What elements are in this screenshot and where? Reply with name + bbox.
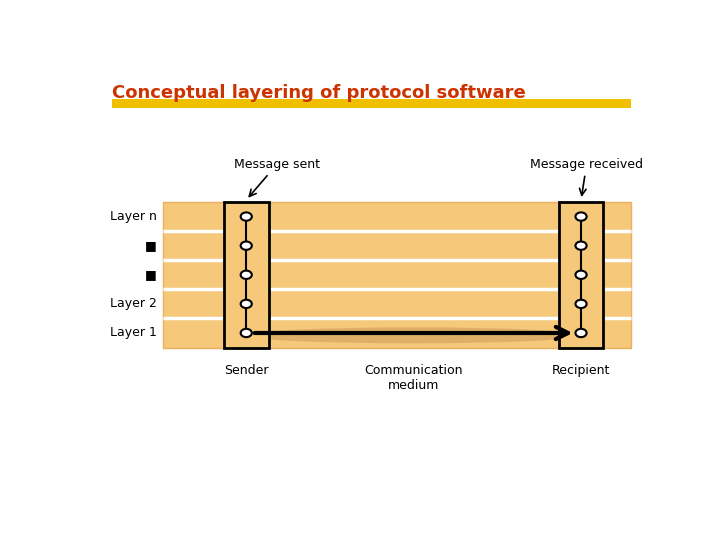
Circle shape xyxy=(240,212,252,221)
Text: Layer 2: Layer 2 xyxy=(110,298,157,310)
Circle shape xyxy=(240,241,252,250)
Text: Message received: Message received xyxy=(530,158,643,195)
Bar xyxy=(559,202,603,348)
Text: Message sent: Message sent xyxy=(234,158,320,197)
Text: Communication
medium: Communication medium xyxy=(364,364,463,392)
Text: Conceptual layering of protocol software: Conceptual layering of protocol software xyxy=(112,84,526,102)
Circle shape xyxy=(575,271,587,279)
Text: ■: ■ xyxy=(145,268,157,281)
Text: Recipient: Recipient xyxy=(552,364,611,377)
Circle shape xyxy=(575,241,587,250)
Text: Layer n: Layer n xyxy=(110,210,157,223)
Text: Sender: Sender xyxy=(224,364,269,377)
Bar xyxy=(163,202,631,348)
Text: Layer 1: Layer 1 xyxy=(110,327,157,340)
Bar xyxy=(112,99,631,109)
Circle shape xyxy=(240,329,252,337)
Circle shape xyxy=(575,329,587,337)
Text: ■: ■ xyxy=(145,239,157,252)
Bar xyxy=(224,202,269,348)
Circle shape xyxy=(575,212,587,221)
Circle shape xyxy=(240,300,252,308)
Ellipse shape xyxy=(246,327,581,343)
Circle shape xyxy=(240,271,252,279)
Circle shape xyxy=(575,300,587,308)
